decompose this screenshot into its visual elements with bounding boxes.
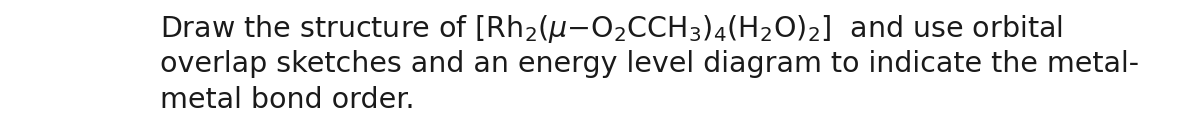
Text: overlap sketches and an energy level diagram to indicate the metal-: overlap sketches and an energy level dia… (160, 50, 1138, 78)
Text: Draw the structure of $[\mathrm{Rh}_2(\mu\mathrm{-O}_2\mathrm{CCH}_3)_4(\mathrm{: Draw the structure of $[\mathrm{Rh}_2(\m… (160, 13, 1063, 45)
Text: metal bond order.: metal bond order. (160, 86, 414, 115)
